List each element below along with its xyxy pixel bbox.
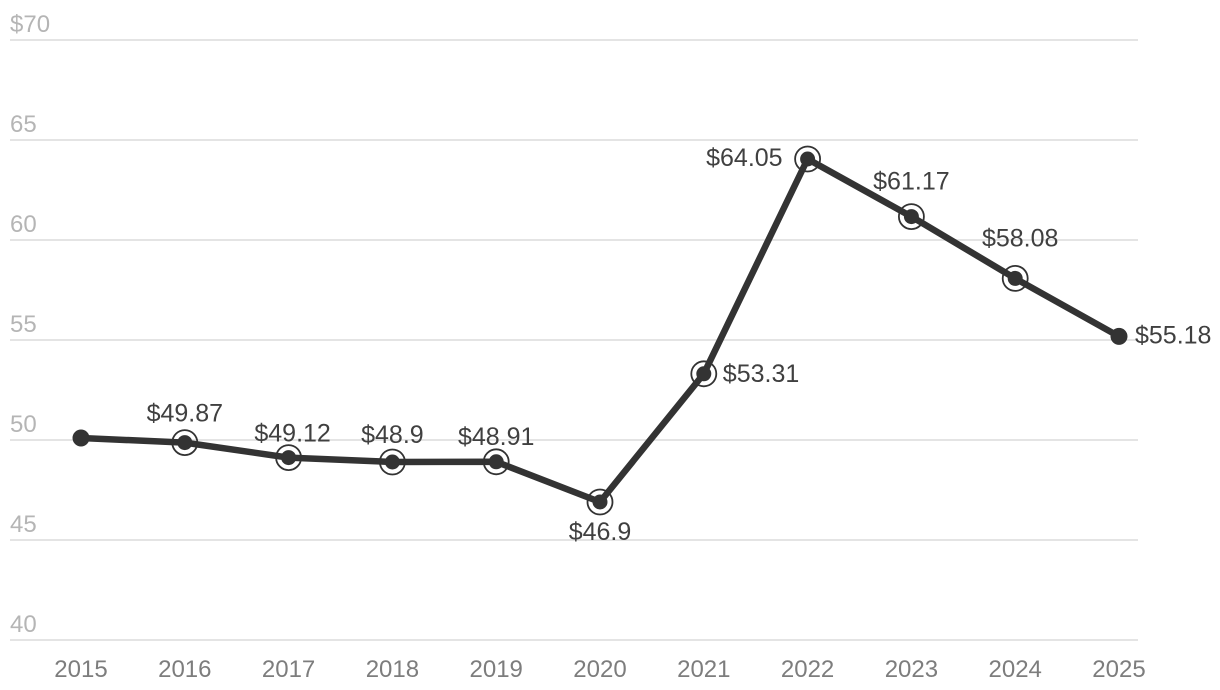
x-axis-tick-label: 2015 (54, 656, 107, 683)
data-point-marker (488, 454, 504, 470)
x-axis-tick-label: 2023 (885, 656, 938, 683)
data-point-ring (794, 145, 821, 173)
data-point-ring (1001, 264, 1029, 292)
price-line (77, 155, 1123, 506)
data-point-marker (281, 450, 297, 466)
data-point-ring (690, 360, 718, 388)
x-axis-tick-label: 2020 (573, 656, 626, 683)
y-axis-tick-label: 60 (10, 211, 37, 238)
y-axis-tick-label: 45 (10, 511, 37, 538)
data-point-value-label: $49.12 (254, 420, 330, 448)
data-point-marker (1110, 327, 1128, 345)
x-axis-tick-label: 2024 (989, 656, 1042, 683)
x-axis-tick-label: 2021 (677, 656, 730, 683)
x-axis-tick-label: 2018 (366, 656, 419, 683)
data-point-marker (696, 366, 712, 382)
data-point-value-label: $58.08 (982, 224, 1058, 252)
data-point-ring (378, 448, 406, 476)
data-point-ring (898, 203, 925, 231)
data-point-value-label: $46.9 (569, 518, 632, 546)
data-point-ring (171, 429, 199, 457)
x-axis-tick-label: 2025 (1092, 656, 1145, 683)
x-axis-tick-label: 2016 (158, 656, 211, 683)
x-axis-tick-label: 2017 (262, 656, 315, 683)
data-point-ring (275, 444, 303, 472)
data-point-value-label: $55.18 (1135, 321, 1211, 349)
data-point-marker (177, 435, 193, 451)
data-point-marker (1007, 270, 1023, 286)
data-point-value-label: $48.91 (458, 423, 534, 451)
data-point-ring (482, 448, 510, 476)
data-point-ring (586, 488, 614, 516)
data-point-marker (384, 454, 400, 470)
data-point-value-label: $53.31 (723, 360, 799, 388)
data-point-marker (903, 209, 919, 225)
y-axis-tick-label: 50 (10, 411, 37, 438)
y-axis-tick-label: 55 (10, 311, 37, 338)
data-point-marker (72, 429, 90, 447)
y-axis-tick-label: $70 (10, 11, 50, 38)
data-point-value-label: $49.87 (147, 400, 223, 428)
x-axis-tick-label: 2022 (781, 656, 834, 683)
data-point-value-label: $61.17 (873, 168, 949, 196)
y-axis-tick-label: 65 (10, 111, 37, 138)
data-point-marker (800, 151, 816, 167)
data-point-value-label: $48.9 (361, 421, 424, 449)
data-point-marker (592, 494, 608, 510)
y-axis-tick-label: 40 (10, 611, 37, 638)
x-axis-tick-label: 2019 (470, 656, 523, 683)
data-point-value-label: $64.05 (706, 144, 782, 172)
